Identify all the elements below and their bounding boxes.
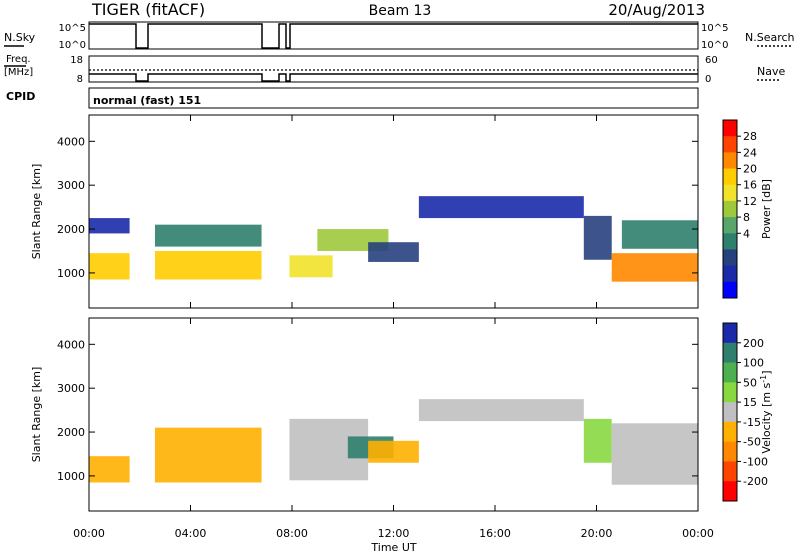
y-axis-title: Slant Range [km] [30,164,43,260]
nsearch-tick-bottom: 10^0 [701,40,728,51]
freq-nave-strip: Freq. [MHz] 18 8 60 0 Nave [4,54,785,85]
colorbar-tick-label: -15 [743,416,761,429]
y-tick-label: 3000 [57,382,85,395]
nsky-label: N.Sky [4,31,36,44]
x-tick-label: 16:00 [479,527,511,540]
data-band [154,224,262,247]
nave-tick-bottom: 0 [705,74,711,85]
freq-tick-bottom: 8 [77,74,83,85]
nsky-tick-top: 10^5 [59,23,86,34]
colorbar-segment [723,323,737,344]
colorbar-segment [723,184,737,202]
y-tick-label: 1000 [57,470,85,483]
data-band [611,253,698,282]
colorbar-tick-label: 4 [743,227,750,240]
y-tick-label: 4000 [57,338,85,351]
colorbar-segment [723,402,737,423]
y-tick-label: 2000 [57,426,85,439]
nsearch-tick-top: 10^5 [701,23,728,34]
beam-label: Beam 13 [369,3,432,19]
nsky-tick-bottom: 10^0 [59,40,86,51]
data-band [611,423,698,485]
velocity-panel: 4000 3000 2000 1000 00:00 04:00 08:00 12:00 16:0… [30,317,773,540]
nsky-nsearch-strip: N.Sky 10^5 10^0 10^5 10^0 N.Search [4,21,795,51]
y-tick-label: 4000 [57,135,85,148]
cpid-label: CPID [6,90,35,103]
freq-unit: [MHz] [4,67,33,78]
colorbar-segment [723,461,737,482]
radar-title: TIGER (fitACF) [91,0,205,19]
data-band [418,399,584,422]
colorbar-segment [723,281,737,299]
colorbar-segment [723,481,737,502]
y-tick-label: 2000 [57,223,85,236]
data-band [368,242,419,262]
data-band [289,255,333,278]
colorbar-segment [723,233,737,250]
cpid-value: normal (fast) 151 [93,94,201,107]
data-band [368,440,419,463]
data-band [89,218,130,234]
freq-tick-top: 18 [70,55,83,66]
data-band [583,215,612,260]
colorbar-label: Power [dB] [760,179,773,239]
data-band [89,456,130,483]
x-axis-title: Time UT [370,541,416,554]
colorbar-segment [723,362,737,383]
freq-label: Freq. [6,54,31,65]
data-band [583,418,612,463]
x-tick-label: 00:00 [73,527,105,540]
data-band [418,196,584,219]
data-band [154,427,262,483]
colorbar-segment [723,217,737,234]
colorbar-tick-label: 50 [743,376,757,389]
colorbar-tick-label: -100 [743,455,768,468]
nave-label: Nave [757,65,785,78]
colorbar-segment [723,120,737,137]
colorbar-segment [723,168,737,186]
colorbar-tick-label: -50 [743,436,761,449]
colorbar-frame [722,119,738,299]
colorbar-segment [723,200,737,218]
x-tick-label: 00:00 [682,527,714,540]
colorbar-segment [723,342,737,364]
y-tick-label: 3000 [57,179,85,192]
colorbar-tick-label: 15 [743,396,757,409]
colorbar-tick-label: 20 [743,163,757,176]
colorbar-segment [723,136,737,153]
colorbar-label: Velocity [m s-1] [759,370,773,453]
colorbar-tick-label: -200 [743,475,768,488]
y-tick-label: 1000 [57,267,85,280]
x-tick-label: 20:00 [581,527,613,540]
colorbar-tick-label: 200 [743,337,764,350]
colorbar-tick-label: 12 [743,195,757,208]
colorbar-tick-label: 16 [743,179,757,192]
colorbar-segment [723,441,737,462]
nave-tick-top: 60 [705,55,718,66]
colorbar-segment [723,382,737,403]
data-band [89,253,130,280]
data-band [154,250,262,280]
nsearch-label: N.Search [745,31,795,44]
x-tick-label: 08:00 [276,527,308,540]
colorbar-segment [723,421,737,443]
colorbar-tick-label: 100 [743,357,764,370]
x-tick-label: 12:00 [378,527,410,540]
data-band [621,220,698,249]
colorbar-segment [723,249,737,267]
cpid-strip: CPID normal (fast) 151 [6,87,699,109]
y-axis-title: Slant Range [km] [30,367,43,463]
colorbar-tick-label: 8 [743,211,750,224]
date-label: 20/Aug/2013 [608,1,705,19]
power-panel: 4000 3000 2000 1000 Slant Range [km] 28 24 20 16… [30,114,773,309]
colorbar-frame [722,322,738,502]
colorbar-segment [723,265,737,283]
x-tick-label: 04:00 [175,527,207,540]
colorbar-segment [723,152,737,170]
colorbar-tick-label: 28 [743,130,757,143]
colorbar-tick-label: 24 [743,146,757,159]
